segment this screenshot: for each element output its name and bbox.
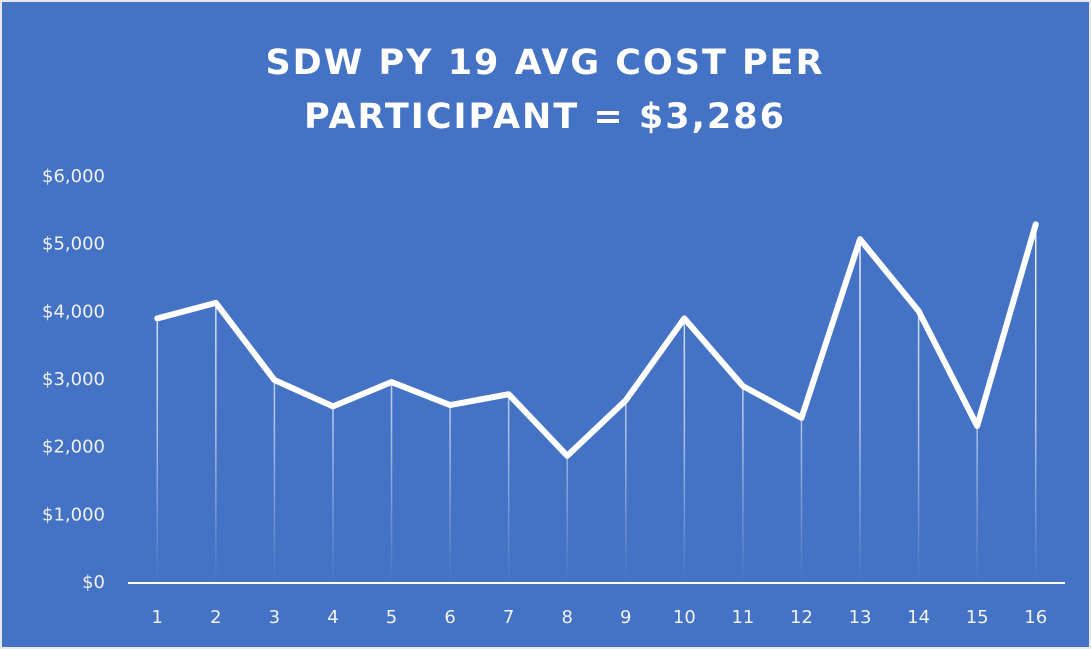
- y-tick-label: $1,000: [42, 504, 105, 525]
- x-tick-label: 9: [620, 607, 631, 628]
- y-tick-label: $0: [82, 572, 105, 593]
- y-tick-label: $6,000: [42, 166, 105, 187]
- line-series: [154, 221, 1039, 459]
- x-tick-label: 10: [673, 607, 696, 628]
- x-tick-label: 12: [790, 607, 813, 628]
- x-tick-label: 11: [731, 607, 754, 628]
- x-tick-label: 7: [503, 607, 514, 628]
- x-tick-label: 4: [327, 607, 338, 628]
- x-tick-label: 1: [152, 607, 163, 628]
- chart-title: SDW PY 19 AVG COST PER PARTICIPANT = $3,…: [265, 43, 825, 137]
- y-tick-label: $5,000: [42, 234, 105, 255]
- x-tick-label: 3: [269, 607, 280, 628]
- y-tick-label: $2,000: [42, 437, 105, 458]
- x-tick-label: 14: [907, 607, 930, 628]
- y-tick-label: $4,000: [42, 301, 105, 322]
- x-tick-label: 5: [386, 607, 397, 628]
- x-tick-label: 8: [561, 607, 572, 628]
- x-tick-label: 2: [210, 607, 221, 628]
- y-tick-label: $3,000: [42, 369, 105, 390]
- x-tick-label: 6: [444, 607, 455, 628]
- x-tick-label: 13: [849, 607, 872, 628]
- x-tick-label: 15: [966, 607, 989, 628]
- x-tick-label: 16: [1024, 607, 1047, 628]
